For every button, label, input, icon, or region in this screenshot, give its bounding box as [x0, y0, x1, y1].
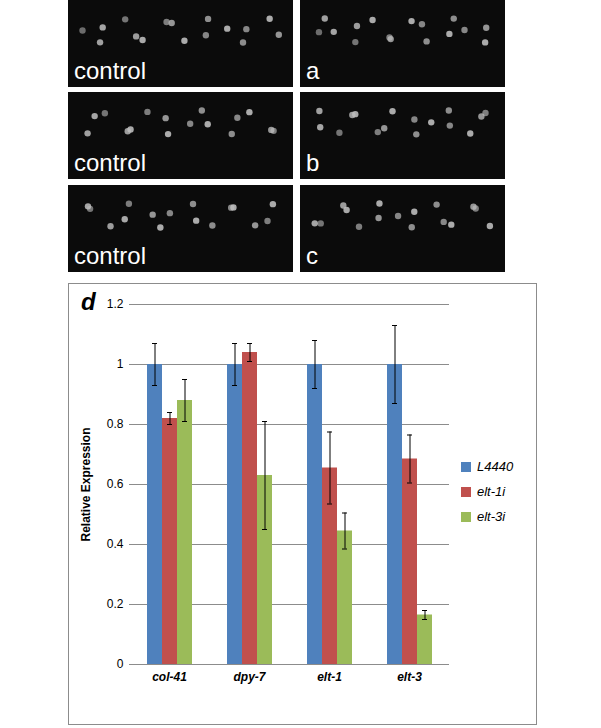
svg-text:0: 0	[117, 657, 124, 671]
html-text:b: b	[306, 149, 320, 176]
html-text:d: d	[81, 288, 96, 315]
svg-text:elt-3: elt-3	[397, 670, 422, 684]
svg-text:1.2: 1.2	[107, 297, 124, 311]
svg-text:dpy-7: dpy-7	[233, 670, 266, 684]
svg-text:0.8: 0.8	[107, 417, 124, 431]
svg-text:0.2: 0.2	[107, 597, 124, 611]
svg-text:elt-1: elt-1	[317, 670, 342, 684]
html-text:control: control	[74, 149, 146, 176]
html-text:control: control	[74, 242, 146, 269]
svg-text:0.4: 0.4	[107, 537, 124, 551]
html-text:elt-3i: elt-3i	[477, 509, 506, 524]
html-text:c: c	[306, 242, 318, 269]
svg-text:1: 1	[117, 357, 124, 371]
html-text:a: a	[306, 57, 320, 84]
svg-text:col-41: col-41	[152, 670, 187, 684]
html-text:elt-1i: elt-1i	[477, 484, 506, 499]
html-text:L4440: L4440	[477, 459, 514, 474]
svg-text:0.6: 0.6	[107, 477, 124, 491]
svg-text:Relative Expression: Relative Expression	[79, 427, 93, 541]
html-text:control: control	[74, 57, 146, 84]
